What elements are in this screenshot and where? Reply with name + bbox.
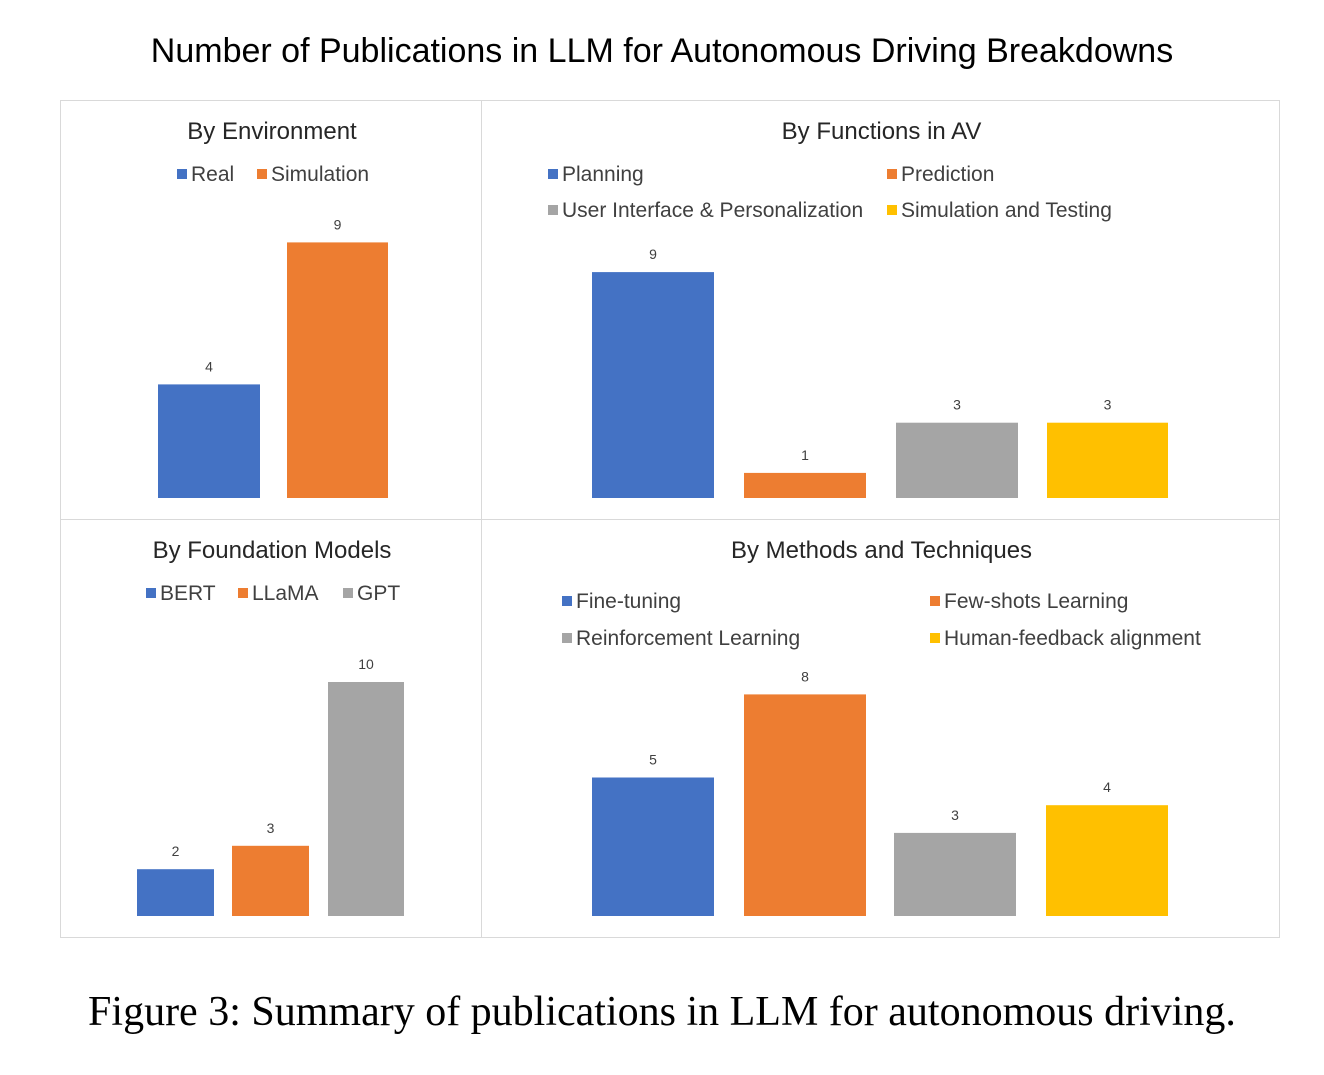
legend-swatch-simulation — [257, 169, 267, 179]
chart-by-functions-in-av: By Functions in AV Planning Prediction User… — [548, 118, 1168, 498]
legend-label-gpt: GPT — [357, 582, 400, 605]
data-label-human-feedback-alignment: 4 — [1103, 779, 1111, 795]
data-label-reinforcement-learning: 3 — [951, 807, 959, 823]
figure-caption: Figure 3: Summary of publications in LLM… — [88, 989, 1236, 1035]
legend-label-simulation-and-testing: Simulation and Testing — [901, 199, 1112, 222]
data-label-gpt: 10 — [358, 656, 374, 672]
data-label-planning: 9 — [649, 246, 657, 262]
panel-by-foundation-models: By Foundation Models BERT LLaMA GPT 2 3 10 — [60, 519, 482, 938]
legend-swatch-fine-tuning — [562, 596, 572, 606]
legend-swatch-bert — [146, 588, 156, 598]
legend-label-user-interface-personalization: User Interface & Personalization — [562, 199, 863, 222]
data-label-few-shots-learning: 8 — [801, 668, 809, 684]
bar-simulation-and-testing — [1047, 422, 1168, 498]
legend-label-human-feedback-alignment: Human-feedback alignment — [944, 627, 1201, 650]
bar-user-interface-personalization — [896, 422, 1018, 498]
chart-title: By Foundation Models — [153, 537, 392, 564]
legend-swatch-real — [177, 169, 187, 179]
panel-by-functions-in-av: By Functions in AV Planning Prediction User… — [481, 100, 1280, 520]
data-label-llama: 3 — [267, 820, 275, 836]
legend-swatch-human-feedback-alignment — [930, 633, 940, 643]
legend-label-bert: BERT — [160, 582, 216, 605]
chart-title: By Environment — [187, 118, 357, 145]
bar-reinforcement-learning — [894, 832, 1016, 916]
chart-title: By Functions in AV — [782, 118, 982, 145]
data-label-user-interface-personalization: 3 — [953, 397, 961, 413]
bar-planning — [592, 272, 714, 498]
bar-prediction — [744, 472, 866, 498]
legend-label-prediction: Prediction — [901, 163, 994, 186]
legend-label-planning: Planning — [562, 163, 644, 186]
bar-bert — [137, 869, 214, 916]
chart-title: By Methods and Techniques — [731, 537, 1032, 564]
bar-fine-tuning — [592, 777, 714, 916]
legend-swatch-llama — [238, 588, 248, 598]
bar-human-feedback-alignment — [1046, 805, 1168, 916]
data-label-simulation: 9 — [334, 216, 342, 232]
chart-by-environment: By Environment Real Simulation 4 9 — [158, 118, 388, 498]
chart-by-foundation-models: By Foundation Models BERT LLaMA GPT 2 3 10 — [137, 537, 404, 916]
legend-swatch-user-interface-personalization — [548, 205, 558, 215]
legend-swatch-reinforcement-learning — [562, 633, 572, 643]
data-label-simulation-and-testing: 3 — [1104, 397, 1112, 413]
legend-swatch-simulation-and-testing — [887, 205, 897, 215]
legend-label-real: Real — [191, 163, 234, 186]
bar-simulation — [287, 242, 388, 498]
legend-label-few-shots-learning: Few-shots Learning — [944, 590, 1128, 613]
legend-swatch-gpt — [343, 588, 353, 598]
panel-by-methods-and-techniques: By Methods and Techniques Fine-tuning Few-… — [481, 519, 1280, 938]
data-label-fine-tuning: 5 — [649, 752, 657, 768]
data-label-real: 4 — [205, 358, 213, 374]
panel-by-environment: By Environment Real Simulation 4 9 — [60, 100, 482, 520]
bar-gpt — [328, 682, 404, 916]
legend-label-llama: LLaMA — [252, 582, 319, 605]
data-label-prediction: 1 — [801, 447, 809, 463]
legend-swatch-few-shots-learning — [930, 596, 940, 606]
legend-label-fine-tuning: Fine-tuning — [576, 590, 681, 613]
chart-by-methods-and-techniques: By Methods and Techniques Fine-tuning Few-… — [562, 537, 1201, 916]
bar-real — [158, 384, 260, 498]
legend-label-reinforcement-learning: Reinforcement Learning — [576, 627, 800, 650]
legend-label-simulation: Simulation — [271, 163, 369, 186]
data-label-bert: 2 — [172, 843, 180, 859]
legend-swatch-planning — [548, 169, 558, 179]
bar-few-shots-learning — [744, 694, 866, 916]
legend-swatch-prediction — [887, 169, 897, 179]
figure-title: Number of Publications in LLM for Autono… — [150, 32, 1174, 70]
bar-llama — [232, 845, 309, 916]
